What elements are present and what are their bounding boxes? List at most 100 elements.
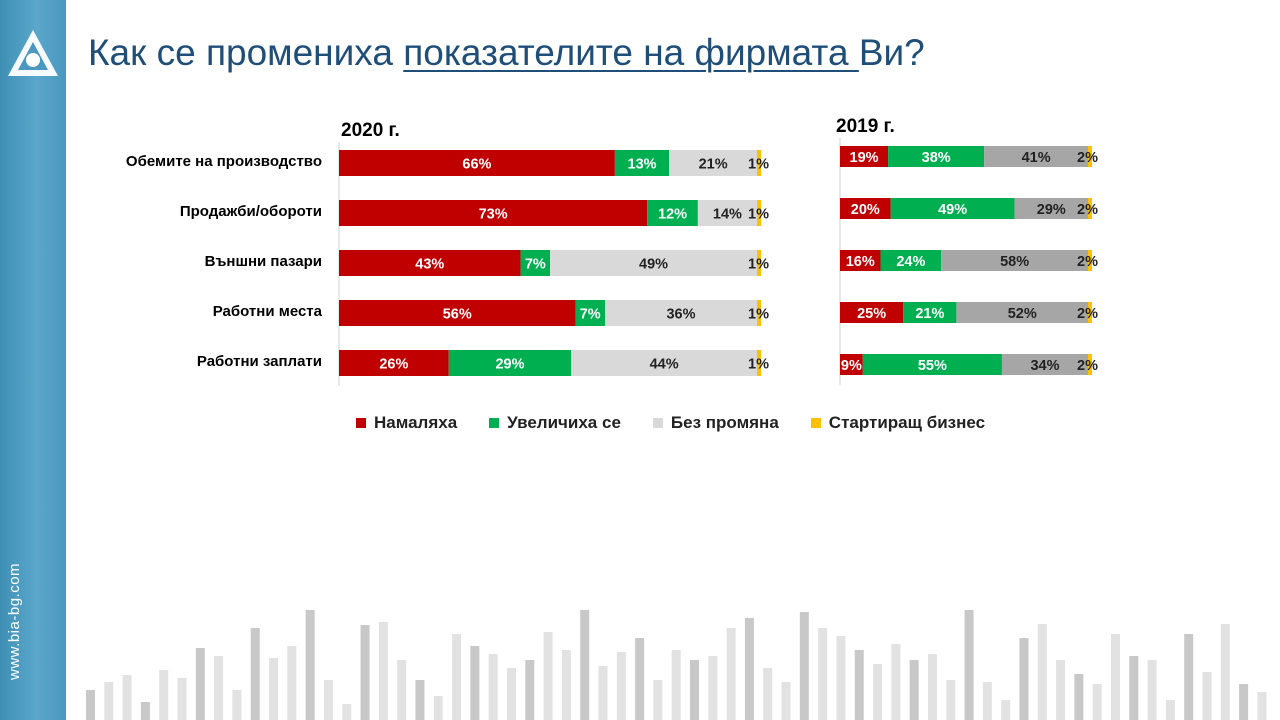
decorative-bar xyxy=(159,670,169,720)
decorative-bar xyxy=(635,638,645,720)
decorative-bar xyxy=(104,682,114,720)
decorative-bar xyxy=(342,704,352,720)
decorative-bar xyxy=(1147,660,1157,720)
bar-2019-increased xyxy=(888,146,985,167)
data-label-2020-increased: 13% xyxy=(628,157,657,173)
bar-2020-increased xyxy=(520,250,551,276)
decorative-bar xyxy=(360,625,370,720)
decorative-bar xyxy=(854,650,864,720)
title-prefix: Как се промениха xyxy=(88,32,404,73)
data-label-2019-unchanged: 41% xyxy=(1022,150,1051,166)
data-label-2019-decreased: 20% xyxy=(851,202,880,218)
decorative-bar xyxy=(1001,700,1011,720)
legend-item-startup: Стартиращ бизнес xyxy=(810,413,985,433)
data-label-2019-unchanged: 52% xyxy=(1008,306,1037,322)
bar-2019-increased xyxy=(862,354,1002,375)
decorative-bar xyxy=(763,668,773,720)
data-label-2019-startup: 2% xyxy=(1077,358,1098,374)
data-label-2019-unchanged: 29% xyxy=(1037,202,1066,218)
data-label-2020-decreased: 43% xyxy=(415,257,444,273)
data-label-2019-decreased: 9% xyxy=(841,358,862,374)
decorative-bar xyxy=(470,646,480,720)
legend-swatch xyxy=(810,418,821,428)
decorative-bar xyxy=(873,664,883,720)
bar-2019-unchanged xyxy=(1001,354,1088,375)
data-label-2020-unchanged: 49% xyxy=(639,257,668,273)
decorative-bar xyxy=(140,702,150,720)
data-label-2019-decreased: 16% xyxy=(846,254,875,270)
bar-2020-decreased xyxy=(339,200,648,226)
decorative-bar xyxy=(525,660,535,720)
data-label-2019-increased: 55% xyxy=(918,358,947,374)
decorative-bar xyxy=(1184,634,1194,720)
decorative-bar xyxy=(86,690,95,720)
bar-2019-startup xyxy=(1088,302,1092,323)
decorative-bar xyxy=(214,656,224,720)
bar-2019-unchanged xyxy=(956,302,1088,323)
bar-2020-decreased xyxy=(339,300,576,326)
decorative-bar xyxy=(726,628,736,720)
category-label: Външни пазари xyxy=(204,253,322,270)
decorative-bar xyxy=(269,658,279,720)
category-label: Работни места xyxy=(212,303,322,320)
legend-label: Без промяна xyxy=(670,413,779,432)
decorative-bar xyxy=(543,632,553,720)
decorative-bar xyxy=(232,690,242,720)
decorative-bar xyxy=(177,678,187,720)
bar-2019-startup xyxy=(1088,354,1092,375)
decorative-bar xyxy=(653,680,663,720)
decorative-bar xyxy=(250,628,260,720)
bar-2020-unchanged xyxy=(697,200,757,226)
legend: Намаляха Увеличиха се Без промяна Старти… xyxy=(356,413,1017,433)
data-label-2019-decreased: 25% xyxy=(857,306,886,322)
bar-2019-decreased xyxy=(840,250,881,271)
decorative-bar xyxy=(964,610,974,720)
bar-2020-unchanged xyxy=(550,250,757,276)
decorative-bar xyxy=(598,666,608,720)
bar-2020-unchanged xyxy=(669,150,757,176)
decorative-bar xyxy=(946,680,956,720)
category-label: Обемите на производство xyxy=(125,153,322,170)
data-label-2019-startup: 2% xyxy=(1077,150,1098,166)
data-label-2020-increased: 12% xyxy=(658,207,687,223)
decorative-bar xyxy=(1202,672,1212,720)
data-label-2019-increased: 49% xyxy=(938,202,967,218)
decorative-bar xyxy=(195,648,205,720)
title-suffix: Ви? xyxy=(858,32,925,73)
decorative-bar xyxy=(781,682,791,720)
decorative-bar xyxy=(671,650,681,720)
data-label-2020-increased: 29% xyxy=(495,357,524,373)
legend-item-decreased: Намаляха xyxy=(356,413,457,433)
bar-2020-increased xyxy=(647,200,698,226)
data-label-2020-unchanged: 14% xyxy=(713,207,742,223)
bar-2019-unchanged xyxy=(984,146,1088,167)
decorative-bar xyxy=(799,612,809,720)
data-label-2020-unchanged: 36% xyxy=(666,307,695,323)
data-label-2020-increased: 7% xyxy=(525,257,546,273)
decorative-bar xyxy=(818,628,828,720)
decorative-bar xyxy=(1037,624,1047,720)
bar-2019-increased xyxy=(890,198,1015,219)
data-label-2019-startup: 2% xyxy=(1077,254,1098,270)
decorative-bar xyxy=(1092,684,1102,720)
legend-swatch xyxy=(489,418,500,428)
data-label-2020-startup: 1% xyxy=(748,307,769,323)
data-label-2019-startup: 2% xyxy=(1077,306,1098,322)
decorative-bar xyxy=(836,636,846,720)
chart-2020-title: 2020 г. xyxy=(341,120,400,141)
data-label-2019-increased: 24% xyxy=(896,254,925,270)
data-label-2020-decreased: 66% xyxy=(462,157,491,173)
decorative-bar xyxy=(1220,624,1230,720)
bar-2020-increased xyxy=(614,150,670,176)
bar-2020-unchanged xyxy=(605,300,757,326)
decorative-bar xyxy=(580,610,590,720)
decorative-bar xyxy=(561,650,571,720)
bar-2019-decreased xyxy=(840,302,904,323)
title-underlined: показателите на фирмата xyxy=(403,32,859,73)
data-label-2020-unchanged: 44% xyxy=(650,357,679,373)
data-label-2020-startup: 1% xyxy=(748,357,769,373)
bar-2020-unchanged xyxy=(571,350,757,376)
decorative-bar xyxy=(1056,660,1066,720)
bar-2019-unchanged xyxy=(941,250,1088,271)
data-label-2019-increased: 21% xyxy=(915,306,944,322)
